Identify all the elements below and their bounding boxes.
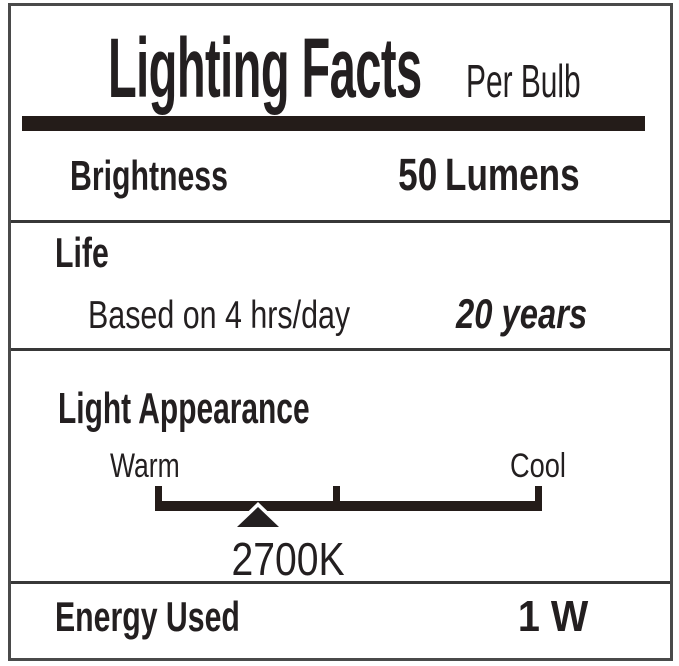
marker-triangle-icon — [237, 507, 279, 527]
energy-used-value: 1 W — [517, 592, 588, 641]
separator-appearance-energy — [11, 581, 670, 584]
energy-used-label: Energy Used — [55, 593, 240, 640]
marker-triangle-outline — [229, 502, 287, 530]
color-temperature-value: 2700K — [231, 533, 345, 585]
brightness-value: 50 Lumens — [399, 152, 580, 197]
life-label: Life — [55, 229, 109, 276]
cool-label: Cool — [510, 447, 566, 485]
scale-tick-cool-end — [535, 486, 542, 511]
scale-tick-middle — [333, 486, 340, 511]
light-appearance-label: Light Appearance — [58, 384, 310, 433]
title-divider-bar — [22, 116, 645, 131]
life-value: 20 years — [455, 290, 587, 337]
scale-bar — [155, 501, 542, 511]
separator-life-appearance — [11, 348, 670, 351]
label-title: Lighting Facts — [108, 21, 422, 115]
scale-tick-warm-end — [155, 486, 162, 511]
separator-brightness-life — [11, 220, 670, 223]
brightness-number: 50 — [398, 149, 438, 200]
label-subtitle: Per Bulb — [466, 55, 581, 107]
life-basis-note: Based on 4 hrs/day — [88, 294, 351, 337]
brightness-unit: Lumens — [445, 149, 580, 200]
warm-label: Warm — [110, 447, 180, 485]
brightness-label: Brightness — [70, 152, 228, 199]
